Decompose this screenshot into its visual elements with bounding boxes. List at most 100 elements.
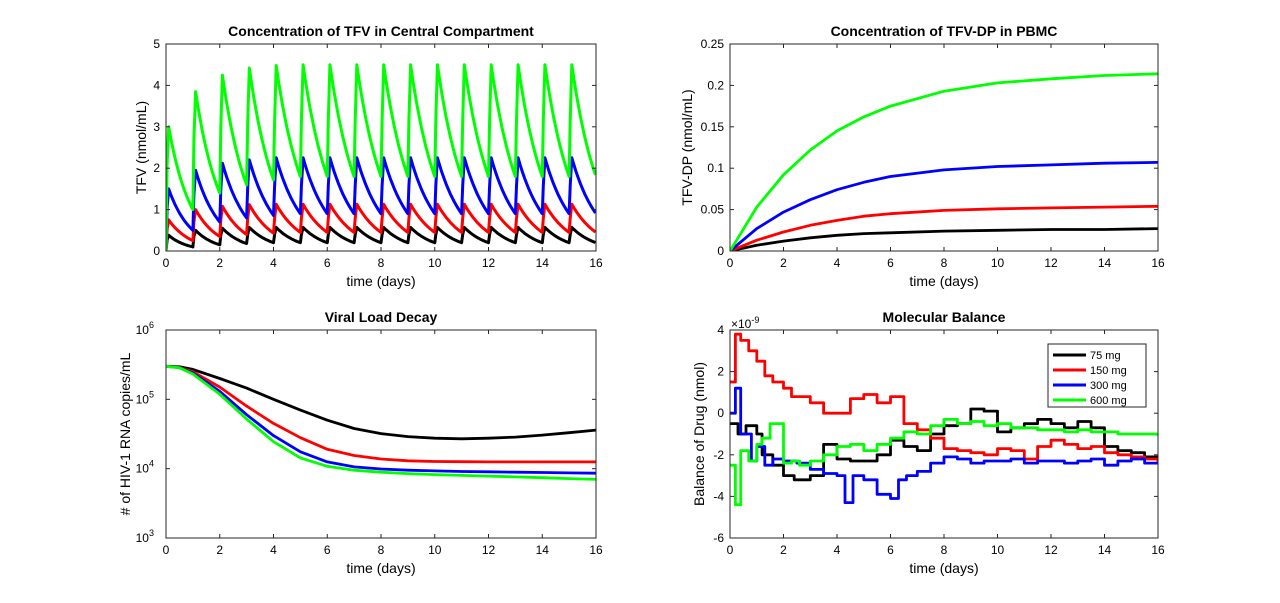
y-tick-label: 0 (717, 244, 724, 258)
y-tick-label: -4 (713, 489, 724, 503)
x-axis-label: time (days) (346, 273, 415, 289)
axes-box (165, 43, 597, 252)
x-tick-label: 10 (991, 543, 1005, 557)
x-axis-label: time (days) (909, 273, 978, 289)
axis-ticks: 0 2 4 6 8 10 12 14 16 -6 -4 -2 0 2 4 (713, 323, 1165, 557)
x-tick-label: 6 (324, 256, 331, 270)
x-tick-label: 16 (589, 256, 603, 270)
series-line-2 (166, 156, 596, 251)
y-tick-label: 103 (136, 528, 154, 545)
series-line-1 (166, 202, 596, 251)
y-multiplier-base: ×10 (731, 317, 752, 331)
y-tick-label: 5 (153, 37, 160, 51)
y-axis-label: Balance of Drug (nmol) (691, 362, 707, 506)
molecular-balance-panel: Molecular Balance 0 2 4 6 8 10 12 14 16 -6 -4 -2 0 2 4… (691, 309, 1165, 576)
legend: 75 mg 150 mg 300 mg 600 mg (1047, 343, 1147, 408)
series-line-2 (730, 161, 1158, 251)
y-multiplier-exponent: -9 (751, 315, 759, 325)
y-tick-label: 3 (153, 120, 160, 134)
series-line-0 (730, 227, 1158, 251)
tfv-dp-pbmc-panel: Concentration of TFV-DP in PBMC 0 2 4 6 8 10 1… (679, 23, 1165, 289)
x-tick-label: 10 (428, 543, 442, 557)
series-line-0 (730, 407, 1158, 482)
y-tick-label: 0.15 (701, 120, 725, 134)
y-tick-label: 0.05 (701, 203, 725, 217)
series-line-3 (166, 63, 596, 251)
plot-area (166, 364, 596, 481)
y-axis-label: TFV-DP (nmol/mL) (679, 89, 695, 205)
x-tick-label: 8 (941, 543, 948, 557)
series-line-2 (730, 386, 1158, 504)
x-tick-label: 12 (1044, 256, 1058, 270)
x-tick-label: 12 (482, 256, 496, 270)
x-tick-label: 8 (378, 256, 385, 270)
chart-title: Concentration of TFV in Central Compartm… (228, 23, 534, 39)
x-tick-label: 10 (428, 256, 442, 270)
x-tick-label: 2 (216, 543, 223, 557)
y-tick-label: 106 (136, 320, 154, 337)
x-tick-label: 16 (1151, 256, 1165, 270)
x-tick-label: 14 (1098, 256, 1112, 270)
x-tick-label: 12 (1044, 543, 1058, 557)
x-tick-label: 10 (991, 256, 1005, 270)
x-axis-label: time (days) (346, 560, 415, 576)
x-tick-label: 6 (324, 543, 331, 557)
x-tick-label: 6 (887, 543, 894, 557)
x-tick-label: 6 (887, 256, 894, 270)
x-tick-label: 2 (780, 256, 787, 270)
y-tick-label: 2 (153, 161, 160, 175)
y-axis-label: # of HIV-1 RNA copies/mL (117, 352, 133, 515)
x-tick-label: 4 (834, 256, 841, 270)
y-tick-label: 2 (717, 365, 724, 379)
x-tick-label: 4 (270, 256, 277, 270)
y-tick-label: 0.1 (707, 161, 724, 175)
plot-area (730, 332, 1158, 507)
x-tick-label: 8 (378, 543, 385, 557)
axis-ticks: 0 2 4 6 8 10 12 14 16 103 104 105 106 (136, 320, 603, 557)
axis-ticks: 0 2 4 6 8 10 12 14 16 0 0.05 0.1 0.15 0.2 0.25 (701, 37, 1165, 270)
series-line-3 (730, 72, 1158, 251)
y-tick-label: 104 (136, 459, 154, 476)
series-line-0 (166, 364, 596, 441)
x-tick-label: 12 (482, 543, 496, 557)
legend-label: 150 mg (1090, 365, 1127, 377)
chart-title: Viral Load Decay (325, 309, 438, 325)
legend-label: 600 mg (1090, 395, 1127, 407)
x-tick-label: 4 (270, 543, 277, 557)
y-tick-label: -6 (713, 531, 724, 545)
series-line-1 (166, 364, 596, 464)
legend-label: 300 mg (1090, 380, 1127, 392)
x-tick-label: 0 (163, 543, 170, 557)
plot-area (166, 63, 596, 251)
y-tick-label: 0 (153, 244, 160, 258)
legend-label: 75 mg (1090, 350, 1121, 362)
x-tick-label: 2 (780, 543, 787, 557)
axes-box (165, 329, 597, 539)
y-tick-label: -2 (713, 448, 724, 462)
series-line-2 (166, 364, 596, 475)
x-tick-label: 0 (727, 543, 734, 557)
x-tick-label: 14 (1098, 543, 1112, 557)
axes-box (729, 43, 1159, 252)
chart-title: Concentration of TFV-DP in PBMC (831, 23, 1058, 39)
series-line-1 (730, 204, 1158, 251)
y-tick-label: 0.25 (701, 37, 725, 51)
x-axis-label: time (days) (909, 560, 978, 576)
x-tick-label: 2 (216, 256, 223, 270)
x-tick-label: 14 (536, 543, 550, 557)
series-line-3 (166, 364, 596, 481)
x-tick-label: 8 (941, 256, 948, 270)
x-tick-label: 16 (589, 543, 603, 557)
chart-title: Molecular Balance (883, 309, 1006, 325)
x-tick-label: 0 (727, 256, 734, 270)
tfv-central-panel: Concentration of TFV in Central Compartm… (133, 23, 603, 289)
series-line-3 (730, 418, 1158, 507)
x-tick-label: 16 (1151, 543, 1165, 557)
plot-area (730, 72, 1158, 251)
y-tick-label: 4 (717, 323, 724, 337)
viral-load-panel: Viral Load Decay 0 2 4 6 8 10 12 14 16 103 104 105 1… (117, 309, 603, 576)
x-tick-label: 14 (536, 256, 550, 270)
y-tick-label: 0 (717, 406, 724, 420)
